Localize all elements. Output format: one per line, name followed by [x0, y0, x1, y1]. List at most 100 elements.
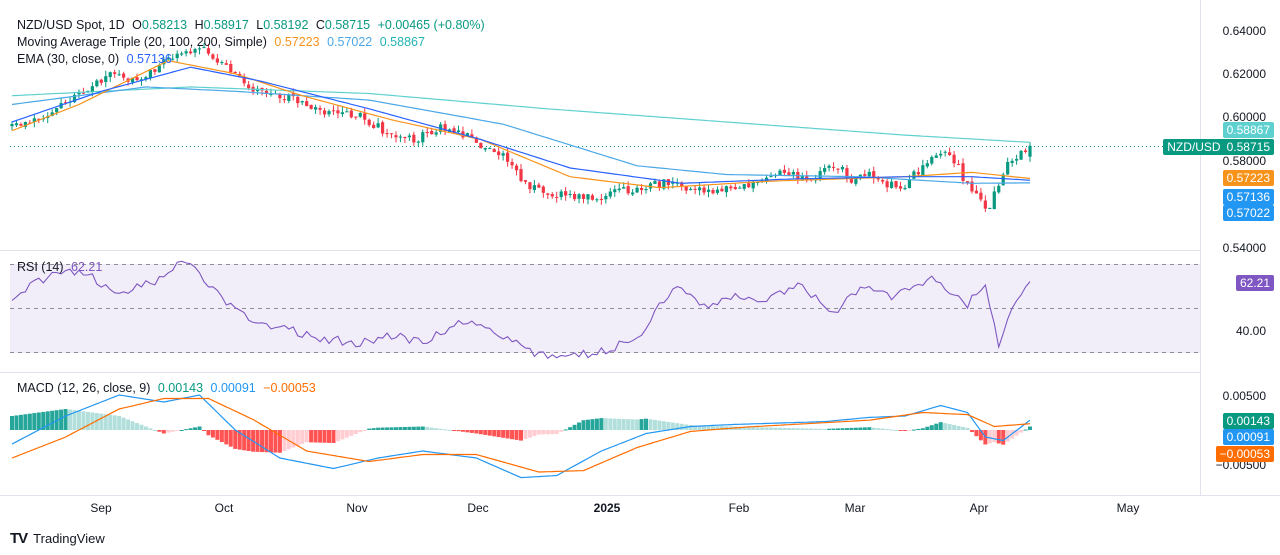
macd-hist-bar: [813, 428, 818, 430]
candle-body: [497, 151, 501, 156]
macd-hist-bar: [228, 430, 233, 447]
candle-body: [206, 48, 211, 54]
candle-body: [742, 184, 746, 189]
macd-hist-bar: [777, 427, 782, 430]
macd-hist-bar: [550, 430, 555, 435]
candle-body: [322, 110, 327, 115]
candle-body: [988, 207, 992, 209]
macd-hist-bar: [90, 412, 95, 430]
candle-body: [724, 186, 728, 193]
macd-hist-bar: [572, 424, 577, 430]
macd-hist-bar: [916, 428, 921, 430]
macd-hist-bar: [693, 425, 698, 430]
macd-hist-bar: [469, 430, 474, 433]
macd-hist-bar: [992, 430, 997, 443]
macd-hist-bar: [161, 430, 166, 434]
macd-hist-bar: [746, 427, 751, 430]
macd-hist-bar: [367, 428, 372, 430]
candle-body: [662, 179, 666, 189]
x-tick-mar: Mar: [844, 501, 866, 515]
candle-body: [702, 187, 706, 193]
x-tick-sep: Sep: [90, 501, 112, 515]
candle-body: [492, 149, 496, 152]
macd-hist-bar: [822, 428, 827, 430]
macd-hist-bar: [99, 413, 104, 430]
macd-hist-bar: [987, 430, 992, 444]
open-label: O: [132, 18, 142, 32]
macd-hist-bar: [760, 427, 765, 430]
candle-body: [367, 119, 371, 126]
macd-hist-bar: [978, 430, 983, 441]
macd-hist-bar: [630, 419, 635, 430]
macd-hist-bar: [742, 426, 747, 430]
candle-body: [443, 124, 447, 131]
rsi-value: 62.21: [71, 260, 103, 274]
macd-hist-bar: [840, 428, 845, 430]
candle-body: [63, 102, 68, 104]
macd-hist-bar: [300, 430, 305, 444]
candle-body: [483, 148, 487, 150]
candle-body: [278, 94, 282, 99]
macd-hist-bar: [612, 418, 617, 430]
candle-body: [394, 135, 398, 138]
candle-body: [550, 194, 554, 197]
macd-hist-bar: [505, 430, 510, 439]
low-value: 0.58192: [263, 18, 309, 32]
candle-body: [282, 99, 286, 101]
candle-body: [823, 168, 827, 172]
candle-body: [421, 132, 425, 143]
candle-body: [586, 194, 590, 200]
price-tick: 0.54000: [1222, 241, 1266, 255]
price-tick: 0.64000: [1222, 24, 1266, 38]
macd-hist-bar: [117, 416, 122, 430]
macd-hist-bar: [527, 430, 532, 438]
candle-body: [604, 195, 608, 200]
macd-hist-bar: [639, 419, 644, 430]
macd-hist-bar: [121, 417, 126, 430]
candle-body: [541, 186, 545, 193]
candle-body: [930, 157, 934, 164]
macd-hist-bar: [255, 430, 260, 452]
candle-body: [327, 111, 331, 115]
candle-body: [166, 58, 170, 60]
candle-body: [211, 54, 215, 59]
candle-body: [153, 69, 157, 72]
candle-body: [171, 58, 175, 60]
macd-hist-bar: [197, 426, 202, 430]
candle-body: [546, 193, 550, 195]
macd-hist-bar: [291, 430, 296, 448]
macd-hist-bar: [206, 430, 211, 436]
candle-body: [622, 187, 626, 189]
candle-body: [130, 77, 135, 83]
candle-body: [474, 137, 478, 143]
macd-hist-bar: [170, 430, 175, 432]
candle-body: [354, 116, 358, 118]
macd-hist-bar: [938, 422, 943, 430]
candle-body: [72, 94, 77, 103]
rsi-line: [11, 260, 1031, 360]
candle-body: [1006, 161, 1010, 175]
macd-hist-bar: [318, 430, 323, 443]
high-value: 0.58917: [203, 18, 249, 32]
candle-body: [287, 94, 291, 101]
macd-hist-bar: [800, 428, 805, 430]
candle-body: [99, 79, 103, 83]
macd-hist-bar: [844, 428, 849, 430]
macd-hist-bar: [331, 430, 336, 443]
candle-body: [403, 137, 407, 139]
macd-hist-bar: [246, 430, 251, 451]
candle-body: [117, 74, 121, 76]
macd-hist-bar: [188, 428, 193, 430]
indicator-lines: [11, 60, 1031, 479]
macd-hist-bar: [769, 427, 774, 430]
macd-hist-bar: [50, 410, 55, 430]
macd-hist-bar: [237, 430, 242, 450]
macd-hist-bar: [617, 418, 622, 430]
macd-hist-bar: [242, 430, 247, 451]
macd-hist-bar: [1005, 430, 1010, 442]
candle-body: [465, 133, 470, 137]
macd-hist-bar: [322, 430, 327, 443]
macd-hist-bar: [264, 430, 269, 453]
candle-body: [523, 180, 528, 182]
